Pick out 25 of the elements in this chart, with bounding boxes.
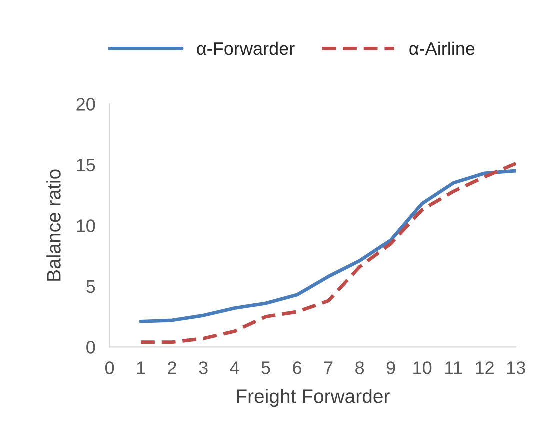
x-tick-label: 0 [105, 362, 114, 374]
line-series [139, 169, 516, 324]
x-tick-label: 12 [476, 362, 494, 374]
x-tick-label: 7 [324, 362, 333, 374]
line-series [139, 162, 516, 344]
x-tick-label: 3 [199, 362, 208, 374]
y-tick-label: 5 [86, 280, 96, 294]
x-tick-label: 1 [137, 362, 146, 374]
y-tick-label: 10 [77, 220, 96, 232]
legend-label: α-Forwarder [197, 42, 295, 56]
x-tick-label: 4 [230, 362, 240, 374]
y-tick-label: 0 [86, 341, 96, 354]
x-tick-label: 11 [446, 362, 462, 374]
x-tick-label: 10 [414, 362, 432, 374]
x-tick-label: 9 [386, 362, 396, 374]
x-tick-label: 6 [293, 362, 302, 374]
x-tick-label: 13 [507, 362, 526, 374]
y-tick-label: 15 [77, 159, 96, 172]
legend-label: α-Airline [410, 42, 475, 56]
x-axis-title: Freight Forwarder [237, 389, 390, 408]
y-tick-label: 20 [76, 98, 96, 111]
y-axis-title: Balance ratio [46, 170, 61, 281]
x-tick-label: 5 [262, 362, 270, 374]
x-tick-label: 2 [168, 362, 176, 374]
x-tick-label: 8 [356, 362, 364, 374]
